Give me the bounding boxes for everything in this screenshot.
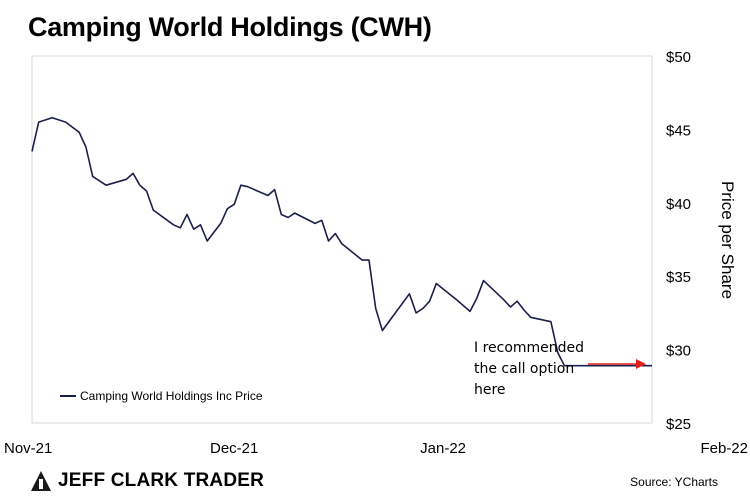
annotation-line-3: here bbox=[474, 382, 506, 398]
y-tick-label: $25 bbox=[666, 416, 691, 433]
y-tick-label: $45 bbox=[666, 122, 691, 139]
brand-logo: JEFF CLARK TRADER bbox=[30, 470, 264, 492]
y-axis: $50 $45 $40 $35 $30 $25 bbox=[666, 49, 691, 433]
y-tick-label: $50 bbox=[666, 49, 691, 66]
y-tick-label: $40 bbox=[666, 196, 691, 213]
x-axis: Nov-21 Dec-21 Jan-22 Feb-22 bbox=[4, 440, 748, 457]
y-axis-label: Price per Share bbox=[718, 181, 737, 299]
annotation-line-2: the call option bbox=[474, 361, 574, 377]
legend: Camping World Holdings Inc Price bbox=[60, 389, 263, 403]
x-tick-label: Nov-21 bbox=[4, 440, 52, 457]
logo-icon bbox=[31, 471, 51, 491]
plot-border bbox=[31, 55, 653, 424]
chart-title: Camping World Holdings (CWH) bbox=[28, 12, 432, 42]
series-layer bbox=[31, 116, 652, 367]
series-line bbox=[31, 116, 652, 367]
y-tick-label: $35 bbox=[666, 269, 691, 286]
annotation: I recommended the call option here bbox=[474, 340, 646, 398]
brand-logo-text: JEFF CLARK TRADER bbox=[58, 470, 265, 491]
annotation-line-1: I recommended bbox=[474, 340, 584, 356]
x-tick-label: Feb-22 bbox=[700, 440, 748, 457]
arrow-head bbox=[636, 359, 646, 369]
legend-label: Camping World Holdings Inc Price bbox=[80, 389, 263, 403]
plot-area bbox=[31, 55, 653, 424]
x-tick-label: Jan-22 bbox=[420, 440, 466, 457]
y-tick-label: $30 bbox=[666, 343, 691, 360]
source-credit: Source: YCharts bbox=[630, 475, 718, 489]
annotation-arrow bbox=[588, 359, 646, 369]
x-tick-label: Dec-21 bbox=[210, 440, 258, 457]
